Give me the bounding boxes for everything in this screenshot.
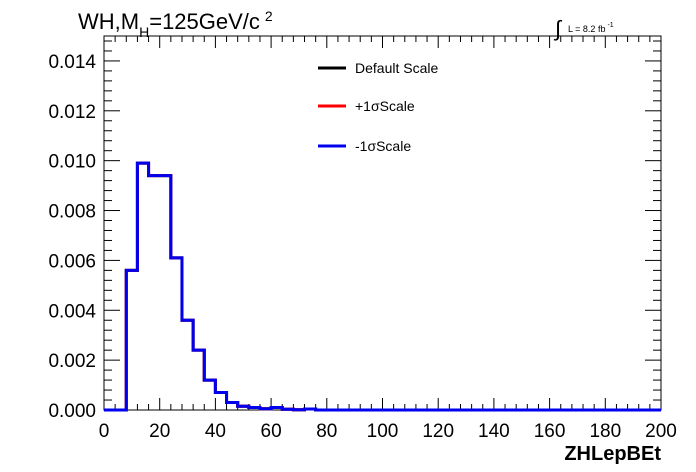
x-tick-label: 200 xyxy=(645,421,677,442)
lumi-text: L = 8.2 fb xyxy=(568,24,605,34)
y-tick-label: 0.008 xyxy=(48,202,96,223)
x-tick-label: 120 xyxy=(422,421,454,442)
lumi-superscript: -1 xyxy=(607,22,613,29)
y-tick-label: 0.000 xyxy=(48,401,96,422)
x-axis-title: ZHLepBEt xyxy=(564,443,661,465)
x-tick-label: 160 xyxy=(534,421,566,442)
plot-frame xyxy=(103,35,662,411)
x-tick-label: 20 xyxy=(149,421,170,442)
y-tick-label: 0.002 xyxy=(48,351,96,372)
x-tick-label: 80 xyxy=(316,421,337,442)
y-tick-label: 0.014 xyxy=(48,52,96,73)
series-line-1 xyxy=(104,161,661,412)
lumi-label: L = 8.2 fb -1 xyxy=(568,22,614,34)
x-tick-label: 40 xyxy=(205,421,226,442)
y-tick-label: 0.006 xyxy=(48,251,96,272)
legend-label: Default Scale xyxy=(355,60,438,76)
series-lines xyxy=(104,161,661,412)
y-tick-label: 0.004 xyxy=(48,301,96,322)
x-tick-label: 180 xyxy=(589,421,621,442)
legend: Default Scale +1σScale -1σScale xyxy=(318,60,438,154)
title-superscript: 2 xyxy=(265,8,273,24)
series-line-2 xyxy=(104,161,661,412)
x-tick-label: 140 xyxy=(478,421,510,442)
title-rest: =125GeV/c xyxy=(149,9,260,34)
x-tick-label: 0 xyxy=(99,421,110,442)
y-tick-label: 0.010 xyxy=(48,152,96,173)
legend-label: +1σScale xyxy=(355,98,415,114)
x-tick-label: 100 xyxy=(367,421,399,442)
title-main: WH,M xyxy=(78,9,139,34)
y-tick-label: 0.012 xyxy=(48,102,96,123)
chart-title: WH,MH=125GeV/c 2 xyxy=(78,8,273,40)
lumi-integral: ∫ xyxy=(553,16,563,41)
series-line-0 xyxy=(104,161,661,412)
title-subscript: H xyxy=(139,24,149,40)
x-tick-label: 60 xyxy=(261,421,282,442)
axis-ticks: 0 20 40 60 80 100 120 140 160 180 200 0.000 0.002 0.0… xyxy=(48,36,677,442)
legend-label: -1σScale xyxy=(355,138,411,154)
